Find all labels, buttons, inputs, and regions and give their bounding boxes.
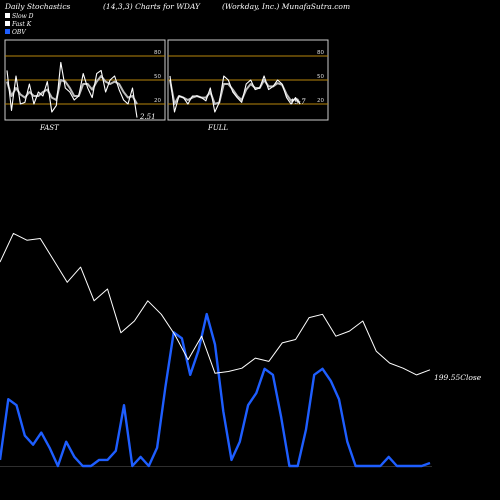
fast-stochastic-panel: 80 50 20 2.51 FAST (4, 39, 166, 132)
header-left-title: Daily Stochastics (4, 2, 71, 11)
legend-swatch-obv (5, 29, 10, 34)
close-price-line (0, 232, 431, 376)
obv-baseline (0, 466, 432, 467)
full-panel-label: FULL (207, 124, 228, 132)
legend-swatch-slow-d (5, 13, 10, 18)
full-level-label-20: 20 (317, 98, 324, 104)
close-value: 199.55 (434, 373, 460, 382)
obv-line (0, 312, 431, 468)
close-word: Close (460, 373, 482, 382)
fast-fast-k-line (6, 61, 138, 118)
full-level-label-80: 80 (317, 50, 324, 56)
fast-level-label-20: 20 (154, 98, 161, 104)
legend-label-obv: OBV (12, 29, 26, 36)
full-stochastic-panel: 80 50 20 19.7 FULL (167, 39, 329, 132)
price-panel: 199.55Close (0, 232, 482, 468)
header-center-title: (14,3,3) Charts for WDAY (103, 2, 201, 11)
legend: Slow D Fast K OBV (5, 13, 34, 36)
full-last-value: 19.7 (290, 98, 306, 106)
fast-panel-label: FAST (39, 124, 60, 132)
legend-swatch-fast-k (5, 21, 10, 26)
header-right-title: (Workday, Inc.) MunafaSutra.com (222, 2, 350, 11)
fast-last-value: 2.51 (139, 113, 156, 121)
fast-slow-d-line (6, 75, 138, 105)
legend-label-fast-k: Fast K (11, 21, 32, 28)
full-level-label-50: 50 (317, 74, 324, 80)
fast-level-label-50: 50 (154, 74, 161, 80)
full-fast-k-line (169, 75, 301, 113)
close-value-label: 199.55Close (434, 373, 482, 382)
legend-label-slow-d: Slow D (12, 13, 34, 20)
fast-level-label-80: 80 (154, 50, 161, 56)
